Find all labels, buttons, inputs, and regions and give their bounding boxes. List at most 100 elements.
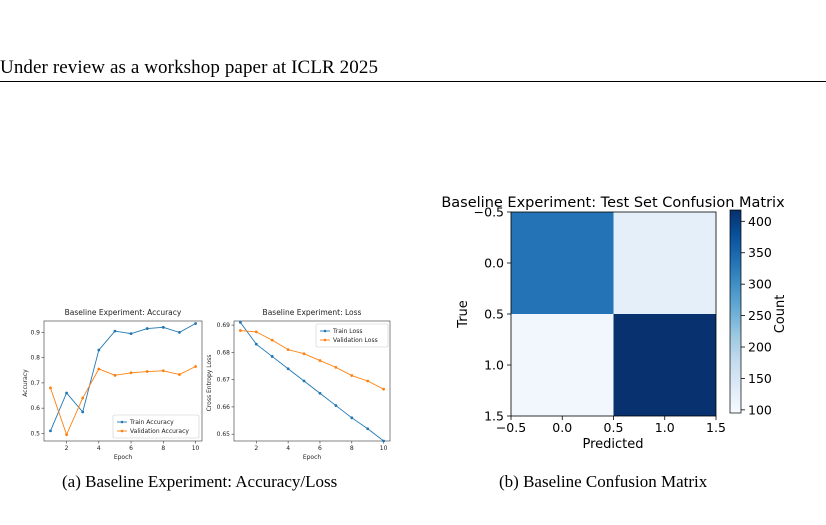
data-point <box>238 320 242 324</box>
data-point <box>382 439 386 443</box>
colorbar-tick-label: 100 <box>748 402 772 417</box>
x-tick-label: 2 <box>254 445 258 452</box>
data-point <box>129 332 133 336</box>
data-point <box>161 369 165 373</box>
legend-marker <box>120 420 124 424</box>
y-axis-label: Accuracy <box>22 369 29 397</box>
colorbar <box>729 209 742 414</box>
x-tick-label: 0.0 <box>552 420 572 435</box>
legend-marker <box>120 429 124 433</box>
data-point <box>350 416 354 420</box>
colorbar-tick-label: 400 <box>748 214 772 229</box>
data-point <box>194 365 197 368</box>
x-tick-label: 8 <box>161 445 165 452</box>
plot-area: 2 4 6 8 10 0.65 0.66 0.67 0.68 0.69 Train Loss Vali… <box>217 320 391 452</box>
plot-frame <box>233 320 391 442</box>
x-tick-label: 10 <box>380 445 388 452</box>
y-tick-label: 0.0 <box>484 256 504 271</box>
data-point <box>286 367 290 371</box>
y-tick-label: 1.5 <box>484 409 504 424</box>
data-point <box>161 325 165 329</box>
legend: Train Loss Validation Loss <box>315 323 389 348</box>
data-point <box>302 379 306 383</box>
heatmap-area: −0.5 0.0 0.5 1.0 1.5−0.50.00.51.01.5 10015020… <box>474 205 772 436</box>
series-line <box>50 323 196 432</box>
y-tick-label: 0.65 <box>217 431 231 438</box>
data-point <box>113 329 117 333</box>
chart-title: Baseline Experiment: Loss <box>263 308 362 317</box>
data-point <box>81 396 85 400</box>
x-tick-label: 6 <box>129 445 133 452</box>
x-axis-label: Epoch <box>303 454 322 461</box>
data-point <box>270 338 274 342</box>
accuracy-chart: Baseline Experiment: Accuracy Accuracy E… <box>22 308 203 461</box>
legend: Train Accuracy Validation Accuracy <box>112 414 200 439</box>
data-point <box>286 348 290 352</box>
y-tick-label: 0.6 <box>30 405 40 412</box>
x-tick-label: 10 <box>192 445 200 452</box>
header-rule <box>0 81 826 82</box>
legend-entry: Validation Loss <box>333 337 378 344</box>
legend-entry: Validation Accuracy <box>130 428 189 435</box>
data-point <box>178 330 181 334</box>
colorbar-label: Count <box>773 295 788 334</box>
y-tick-label: 0.5 <box>30 430 40 437</box>
data-point <box>145 370 149 373</box>
data-point <box>97 348 101 352</box>
loss-chart: Baseline Experiment: Loss Cross Entropy … <box>206 308 391 461</box>
data-point <box>65 391 68 395</box>
data-point <box>350 374 354 377</box>
x-tick-label: 2 <box>65 445 69 452</box>
confusion-matrix-chart: Baseline Experiment: Test Set Confusion … <box>441 195 788 452</box>
y-tick-label: 0.5 <box>484 307 504 322</box>
legend-box <box>315 323 389 348</box>
caption-a: (a) Baseline Experiment: Accuracy/Loss <box>62 472 338 491</box>
y-tick-label: 0.69 <box>217 322 231 329</box>
colorbar-tick-label: 350 <box>748 245 772 260</box>
data-point <box>113 373 117 377</box>
data-point <box>254 342 258 346</box>
x-tick-label: 6 <box>318 445 322 452</box>
data-point <box>65 433 68 437</box>
data-point <box>366 427 370 431</box>
colorbar-tick-label: 150 <box>748 371 772 386</box>
data-point <box>194 322 197 325</box>
y-tick-label: 0.66 <box>217 404 231 411</box>
plot-frame <box>43 320 203 442</box>
y-tick-label: 0.9 <box>30 329 40 336</box>
legend-marker <box>323 338 327 342</box>
x-tick-label: 4 <box>286 445 290 452</box>
data-point <box>270 355 274 358</box>
x-tick-label: 1.5 <box>706 420 726 435</box>
data-point <box>334 404 338 407</box>
y-tick-label: 0.8 <box>30 355 40 362</box>
data-point <box>145 327 149 330</box>
chart-title: Baseline Experiment: Test Set Confusion … <box>441 195 785 211</box>
x-tick-label: 1.0 <box>655 420 675 435</box>
y-axis-label: Cross Entropy Loss <box>206 355 213 412</box>
y-axis-label: True <box>456 300 471 329</box>
y-tick-label: 1.0 <box>484 358 504 373</box>
x-axis-label: Predicted <box>582 437 643 452</box>
plot-area: 2 4 6 8 10 0.5 0.6 0.7 0.8 0.9 Train Accuracy Valid… <box>30 320 203 452</box>
heatmap-cell <box>511 212 614 314</box>
chart-title: Baseline Experiment: Accuracy <box>65 308 182 317</box>
caption-b: (b) Baseline Confusion Matrix <box>499 472 708 491</box>
x-tick-label: −0.5 <box>496 420 526 435</box>
legend-entry: Train Accuracy <box>129 419 174 426</box>
data-point <box>318 391 322 395</box>
series-line <box>50 366 196 436</box>
data-point <box>318 359 322 362</box>
data-point <box>178 373 181 376</box>
legend-marker <box>323 329 327 333</box>
colorbar-tick-label: 250 <box>748 308 772 323</box>
colorbar-tick-label: 200 <box>748 340 772 355</box>
data-point <box>81 410 85 414</box>
data-point <box>129 371 133 375</box>
y-tick-label: 0.67 <box>217 377 231 384</box>
data-point <box>366 379 370 383</box>
data-point <box>334 365 338 369</box>
y-tick-label: 0.7 <box>30 380 40 387</box>
series-line <box>240 330 384 390</box>
x-tick-label: 4 <box>97 445 101 452</box>
